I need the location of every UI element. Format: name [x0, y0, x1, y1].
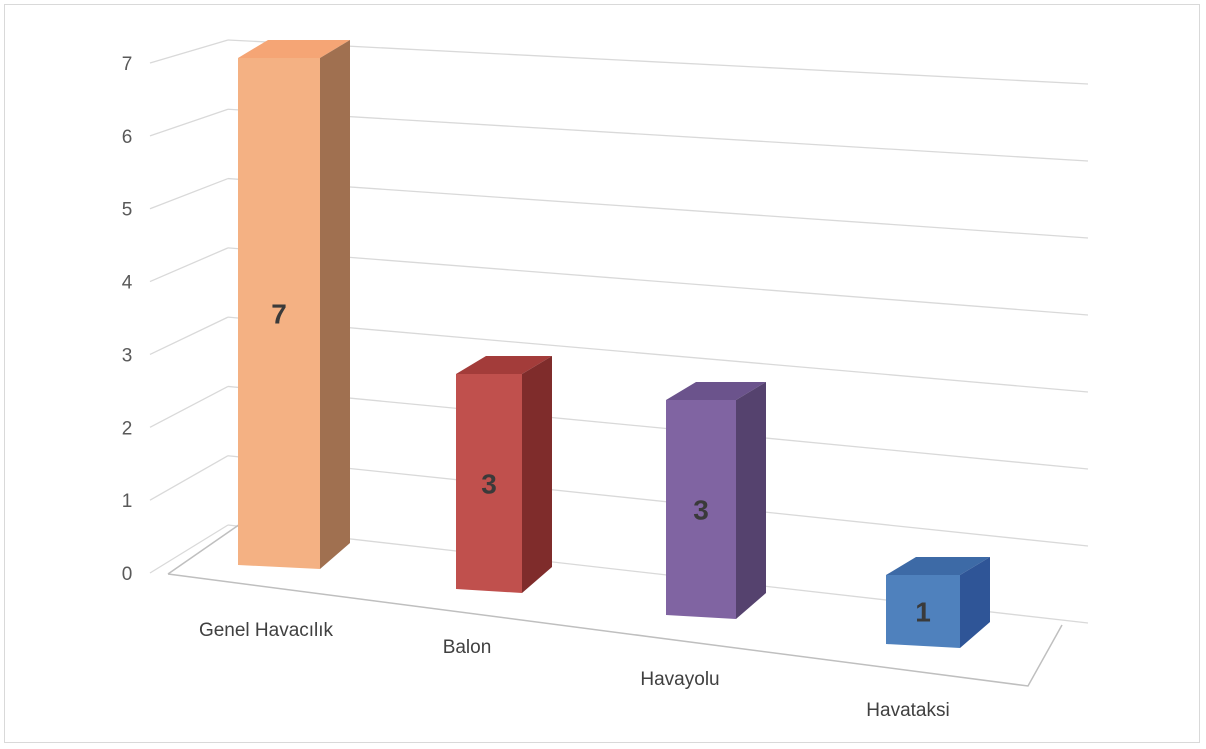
gridline	[227, 108, 1089, 162]
gridline	[227, 177, 1089, 239]
x-category-label: Genel Havacılık	[199, 620, 334, 641]
side-gridline	[149, 316, 229, 356]
data-label: 7	[271, 299, 287, 330]
y-tick-label: 3	[122, 345, 133, 366]
x-category-label: Havayolu	[640, 669, 719, 690]
side-gridline	[149, 39, 229, 64]
y-tick-label: 5	[122, 200, 133, 221]
gridline	[227, 316, 1089, 393]
side-gridline	[149, 108, 229, 137]
side-gridline	[149, 385, 229, 428]
x-category-label: Balon	[443, 637, 492, 658]
gridline	[227, 39, 1089, 85]
y-tick-label: 6	[122, 127, 133, 148]
bar	[238, 58, 320, 569]
bar-top	[666, 382, 766, 400]
chart-frame	[4, 4, 1200, 743]
y-tick-label: 7	[122, 54, 133, 75]
bar	[456, 374, 522, 593]
y-tick-label: 0	[122, 564, 133, 585]
data-label: 3	[693, 495, 709, 526]
bar-top	[456, 356, 552, 374]
gridline	[227, 455, 1089, 547]
bar-side	[320, 40, 350, 569]
data-label: 3	[481, 469, 497, 500]
y-tick-label: 4	[122, 273, 133, 294]
bar-side	[522, 356, 552, 593]
side-gridline	[149, 455, 229, 501]
floor-front-edge	[167, 573, 1063, 687]
chart-floor	[167, 521, 1063, 687]
bar-top	[886, 557, 990, 575]
gridline	[227, 247, 1089, 316]
x-axis-categories: Genel Havacılık Balon Havayolu Havataksi	[199, 620, 950, 721]
side-gridline	[149, 524, 229, 574]
y-tick-label: 2	[122, 418, 133, 439]
floor-left-edge	[167, 521, 244, 575]
side-gridline	[149, 177, 229, 210]
y-axis-ticks: 0 1 2 3 4 5 6 7	[122, 54, 133, 585]
bar-side	[960, 557, 990, 648]
gridline	[227, 385, 1089, 470]
y-tick-label: 1	[122, 491, 133, 512]
side-gridline	[149, 247, 229, 283]
bar	[886, 575, 960, 648]
bar-side	[736, 382, 766, 619]
x-category-label: Havataksi	[866, 700, 949, 721]
bars: 7 3 3 1	[238, 40, 990, 648]
bar-top	[238, 40, 350, 58]
bar	[666, 400, 736, 619]
data-label: 1	[915, 597, 931, 628]
